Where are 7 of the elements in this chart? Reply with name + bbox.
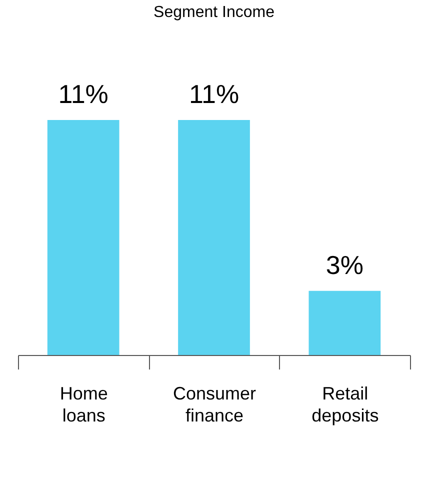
data-label: 3% <box>326 250 364 280</box>
chart-title: Segment Income <box>154 4 275 21</box>
x-tick-label: Home loans <box>60 384 108 426</box>
data-label: 11% <box>58 79 108 109</box>
x-tick-label: Retail deposits <box>312 384 379 426</box>
x-tick-label: Consumer finance <box>172 384 256 426</box>
data-label: 11% <box>188 79 240 109</box>
